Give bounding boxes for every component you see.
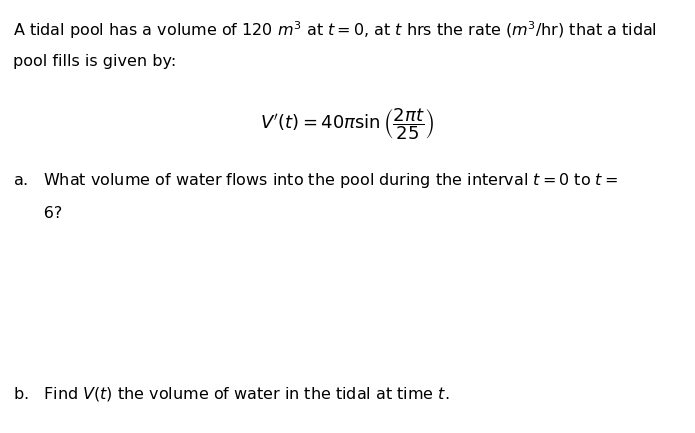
- Text: b.   Find $V(t)$ the volume of water in the tidal at time $t$.: b. Find $V(t)$ the volume of water in th…: [13, 385, 449, 404]
- Text: pool fills is given by:: pool fills is given by:: [13, 54, 176, 69]
- Text: $V'(t) = 40\pi \sin\left(\dfrac{2\pi t}{25}\right)$: $V'(t) = 40\pi \sin\left(\dfrac{2\pi t}{…: [261, 106, 434, 142]
- Text: 6?: 6?: [13, 206, 62, 221]
- Text: A tidal pool has a volume of 120 $m^3$ at $t = 0$, at $t$ hrs the rate ($m^3$/hr: A tidal pool has a volume of 120 $m^3$ a…: [13, 19, 657, 41]
- Text: a.   What volume of water flows into the pool during the interval $t = 0$ to $t : a. What volume of water flows into the p…: [13, 171, 618, 190]
